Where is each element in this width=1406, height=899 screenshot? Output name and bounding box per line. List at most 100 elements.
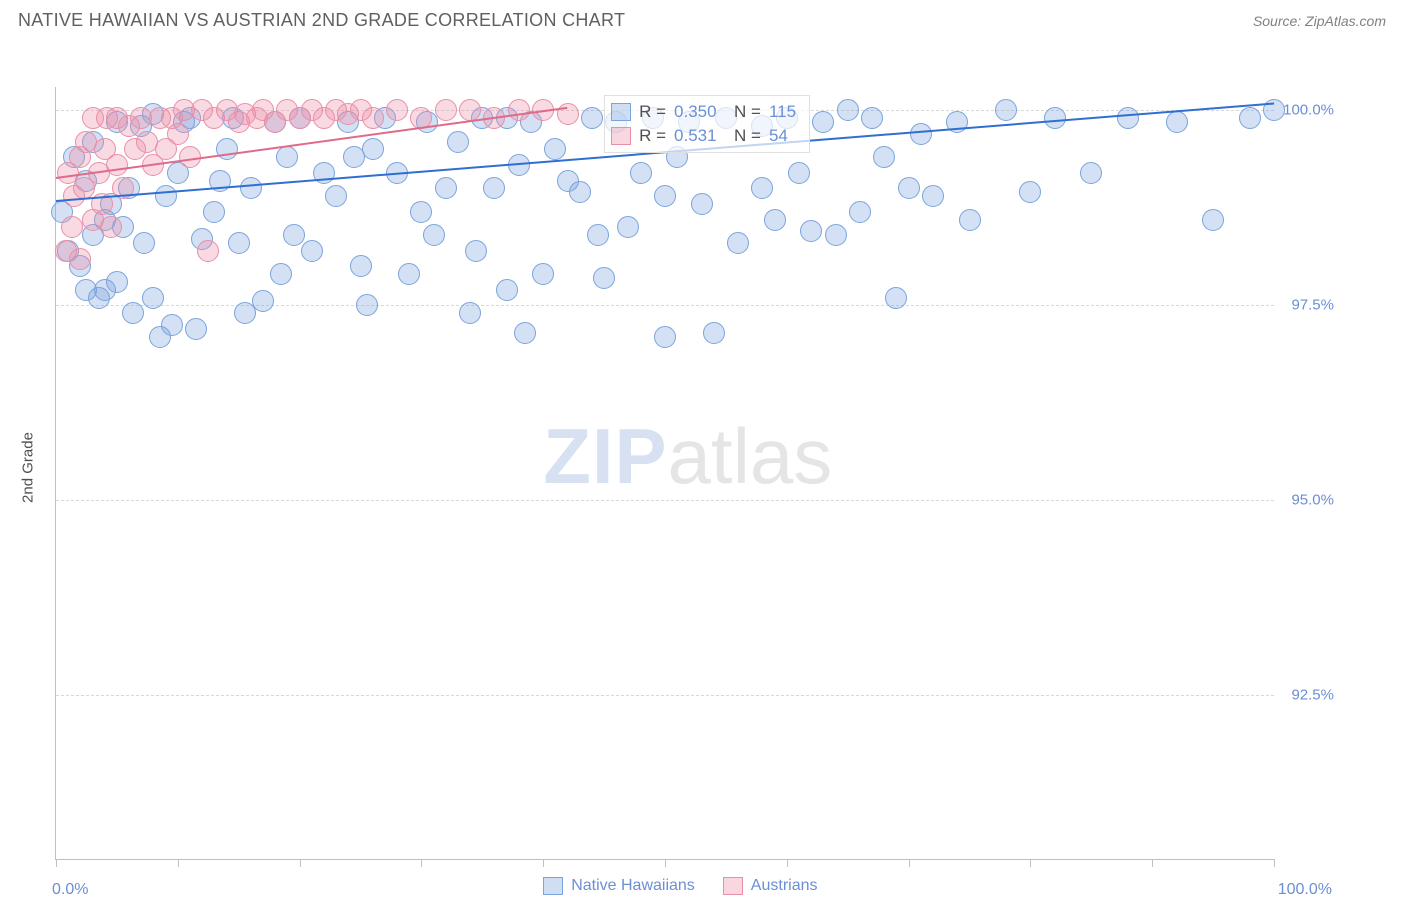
data-point xyxy=(1044,107,1066,129)
data-point xyxy=(825,224,847,246)
legend-swatch xyxy=(611,103,631,121)
data-point xyxy=(654,326,676,348)
data-point xyxy=(161,314,183,336)
data-point xyxy=(898,177,920,199)
chart-title: NATIVE HAWAIIAN VS AUSTRIAN 2ND GRADE CO… xyxy=(18,10,625,31)
data-point xyxy=(514,322,536,344)
data-point xyxy=(691,193,713,215)
data-point xyxy=(508,99,530,121)
x-tick xyxy=(178,859,179,867)
x-tick xyxy=(1152,859,1153,867)
n-value: 115 xyxy=(769,102,803,122)
legend-swatch xyxy=(723,877,743,895)
data-point xyxy=(240,177,262,199)
data-point xyxy=(435,177,457,199)
data-point xyxy=(812,111,834,133)
data-point xyxy=(1117,107,1139,129)
data-point xyxy=(751,177,773,199)
series-legend-label: Native Hawaiians xyxy=(571,877,695,895)
data-point xyxy=(106,271,128,293)
data-point xyxy=(185,318,207,340)
data-point xyxy=(788,162,810,184)
data-point xyxy=(356,294,378,316)
y-tick-label: 100.0% xyxy=(1283,102,1334,119)
y-tick-label: 95.0% xyxy=(1291,492,1334,509)
x-tick xyxy=(665,859,666,867)
data-point xyxy=(910,123,932,145)
y-tick-label: 97.5% xyxy=(1291,297,1334,314)
data-point xyxy=(270,263,292,285)
data-point xyxy=(617,216,639,238)
gridline xyxy=(56,500,1274,501)
x-tick xyxy=(787,859,788,867)
data-point xyxy=(837,99,859,121)
gridline xyxy=(56,695,1274,696)
data-point xyxy=(252,290,274,312)
data-point xyxy=(764,209,786,231)
x-tick xyxy=(1274,859,1275,867)
data-point xyxy=(362,107,384,129)
data-point xyxy=(325,185,347,207)
data-point xyxy=(276,146,298,168)
y-axis-label: 2nd Grade xyxy=(20,432,37,503)
y-tick-label: 92.5% xyxy=(1291,687,1334,704)
legend-swatch xyxy=(611,127,631,145)
data-point xyxy=(465,240,487,262)
data-point xyxy=(885,287,907,309)
chart-header: NATIVE HAWAIIAN VS AUSTRIAN 2ND GRADE CO… xyxy=(0,0,1406,39)
data-point xyxy=(922,185,944,207)
series-legend-item: Native Hawaiians xyxy=(543,877,695,895)
data-point xyxy=(69,248,91,270)
data-point xyxy=(423,224,445,246)
x-tick xyxy=(1030,859,1031,867)
r-label: R = xyxy=(639,126,666,146)
n-label: N = xyxy=(734,102,761,122)
data-point xyxy=(197,240,219,262)
data-point xyxy=(100,216,122,238)
data-point xyxy=(362,138,384,160)
data-point xyxy=(995,99,1017,121)
series-legend: Native Hawaiians Austrians xyxy=(543,877,817,895)
data-point xyxy=(1166,111,1188,133)
chart-source: Source: ZipAtlas.com xyxy=(1253,13,1386,29)
data-point xyxy=(532,263,554,285)
data-point xyxy=(447,131,469,153)
data-point xyxy=(203,201,225,223)
data-point xyxy=(593,267,615,289)
data-point xyxy=(155,185,177,207)
x-tick xyxy=(543,859,544,867)
data-point xyxy=(849,201,871,223)
data-point xyxy=(435,99,457,121)
series-legend-item: Austrians xyxy=(723,877,818,895)
data-point xyxy=(959,209,981,231)
data-point xyxy=(630,162,652,184)
data-point xyxy=(228,232,250,254)
data-point xyxy=(386,99,408,121)
data-point xyxy=(1080,162,1102,184)
data-point xyxy=(133,232,155,254)
data-point xyxy=(873,146,895,168)
data-point xyxy=(727,232,749,254)
watermark: ZIPatlas xyxy=(543,411,832,502)
x-tick xyxy=(421,859,422,867)
data-point xyxy=(557,103,579,125)
r-label: R = xyxy=(639,102,666,122)
x-tick xyxy=(300,859,301,867)
data-point xyxy=(459,302,481,324)
data-point xyxy=(61,216,83,238)
data-point xyxy=(1239,107,1261,129)
data-point xyxy=(283,224,305,246)
x-axis-min-label: 0.0% xyxy=(52,881,88,899)
data-point xyxy=(142,287,164,309)
data-point xyxy=(483,177,505,199)
data-point xyxy=(1202,209,1224,231)
data-point xyxy=(569,181,591,203)
x-axis-max-label: 100.0% xyxy=(1278,881,1332,899)
data-point xyxy=(654,185,676,207)
series-legend-label: Austrians xyxy=(751,877,818,895)
data-point xyxy=(216,138,238,160)
stats-legend: R =0.350N =115R =0.531N =54 xyxy=(604,95,810,153)
data-point xyxy=(544,138,566,160)
stats-legend-row: R =0.531N =54 xyxy=(611,124,803,148)
data-point xyxy=(350,255,372,277)
